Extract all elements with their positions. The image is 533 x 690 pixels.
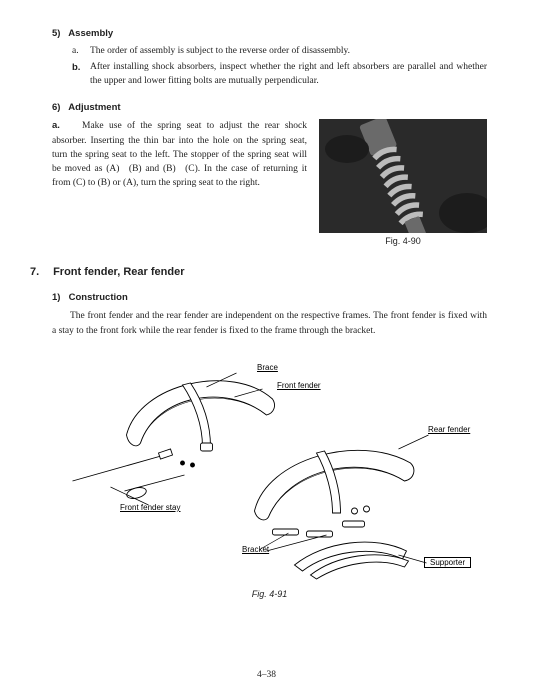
item-text: After installing shock absorbers, inspec… — [90, 61, 487, 89]
figure-caption: Fig. 4-91 — [252, 589, 288, 599]
construction-title: Construction — [69, 292, 128, 303]
assembly-num: 5) — [52, 28, 66, 39]
item-text: The order of assembly is subject to the … — [90, 45, 487, 59]
figure-label-front-fender: Front fender — [277, 381, 321, 390]
adjustment-body: a.Make use of the spring seat to adjust … — [52, 119, 487, 246]
figure-4-91: Brace Front fender Rear fender Front fen… — [52, 353, 487, 603]
assembly-item: b. After installing shock absorbers, ins… — [52, 61, 487, 89]
adjustment-text-block: a.Make use of the spring seat to adjust … — [52, 119, 307, 246]
fender-diagram — [52, 353, 487, 583]
item-bullet: a. — [72, 45, 90, 59]
construction-text: The front fender and the rear fender are… — [52, 309, 487, 338]
figure-label-brace: Brace — [257, 363, 278, 372]
figure-label-supporter: Supporter — [424, 557, 471, 568]
shock-absorber-photo — [319, 119, 487, 233]
fender-section-num: 7. — [30, 266, 50, 278]
photo-caption: Fig. 4-90 — [319, 236, 487, 246]
section-construction: 1) Construction The front fender and the… — [52, 292, 487, 338]
figure-label-rear-fender: Rear fender — [428, 425, 470, 434]
page-number: 4–38 — [257, 670, 276, 680]
section-assembly: 5) Assembly a. The order of assembly is … — [52, 28, 487, 88]
fender-section-title: Front fender, Rear fender — [53, 266, 184, 278]
assembly-title: Assembly — [68, 28, 113, 39]
assembly-heading: 5) Assembly — [52, 28, 487, 39]
adjustment-title: Adjustment — [68, 102, 120, 113]
assembly-item: a. The order of assembly is subject to t… — [52, 45, 487, 59]
item-bullet: b. — [72, 61, 90, 89]
photo-container: Fig. 4-90 — [319, 119, 487, 246]
figure-label-front-fender-stay: Front fender stay — [120, 503, 180, 512]
section-fender-heading: 7. Front fender, Rear fender — [30, 266, 487, 278]
figure-label-bracket: Bracket — [242, 545, 269, 554]
adjustment-num: 6) — [52, 102, 66, 113]
adjustment-heading: 6) Adjustment — [52, 102, 487, 113]
construction-num: 1) — [52, 292, 66, 303]
construction-body: The front fender and the rear fender are… — [52, 311, 487, 336]
section-adjustment: 6) Adjustment a.Make use of the spring s… — [52, 102, 487, 246]
adjustment-text: Make use of the spring seat to adjust th… — [52, 121, 307, 188]
adjustment-bullet: a. — [52, 119, 82, 133]
construction-heading: 1) Construction — [52, 292, 487, 303]
